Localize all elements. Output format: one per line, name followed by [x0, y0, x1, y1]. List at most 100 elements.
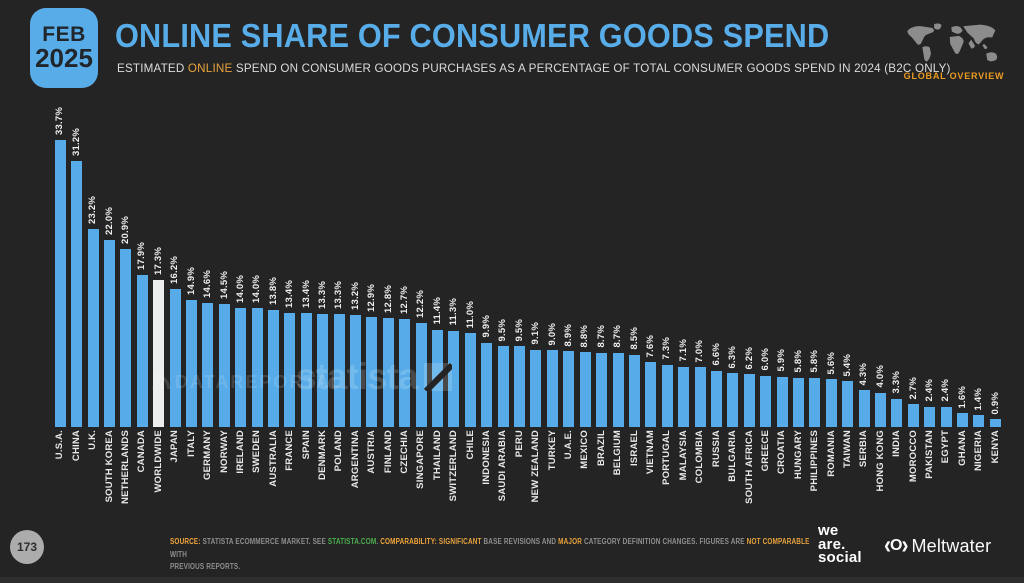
bar-column-south-korea: 22.0% — [101, 101, 117, 427]
bar-column-vietnam: 7.6% — [643, 101, 659, 427]
bar — [415, 323, 427, 427]
bar-category-label: PAKISTAN — [923, 430, 935, 479]
bar-column-worldwide: 17.3% — [150, 101, 166, 427]
bar-column-nigeria: 1.4% — [971, 101, 987, 427]
meltwater-logo-text: Meltwater — [911, 535, 992, 556]
category-column-brazil: BRAZIL — [593, 430, 609, 526]
bar — [661, 364, 673, 427]
bar-value-label: 5.4% — [841, 353, 853, 376]
datareportal-watermark: DATAREPORTAL — [150, 372, 344, 393]
bar-value-label: 1.4% — [973, 387, 985, 411]
bar-value-label: 20.9% — [120, 216, 132, 244]
bar-column-china: 31.2% — [68, 101, 84, 427]
bar-category-label: VIETNAM — [645, 430, 657, 475]
bar-value-label: 9.1% — [530, 322, 542, 345]
bar — [760, 375, 772, 427]
bar-column-hong-kong: 4.0% — [872, 101, 888, 427]
bar — [973, 415, 985, 427]
bar-value-label: 6.0% — [759, 348, 771, 371]
category-column-czechia: CZECHIA — [397, 430, 413, 526]
text-segment: PREVIOUS REPORTS. — [170, 562, 241, 571]
bar — [399, 318, 411, 427]
bar — [169, 289, 181, 427]
statista-logo-icon — [423, 363, 452, 391]
bar-column-u-a-e: 8.9% — [561, 101, 577, 427]
bar-category-label: CHINA — [70, 430, 82, 462]
category-column-thailand: THAILAND — [429, 430, 445, 526]
bar-value-label: 6.3% — [727, 345, 739, 369]
bar — [267, 309, 279, 427]
bar-column-germany: 14.6% — [200, 101, 216, 427]
bar-value-label: 14.0% — [251, 274, 263, 303]
bar-category-label: TAIWAN — [841, 430, 853, 468]
bar — [628, 354, 640, 427]
bar — [792, 377, 804, 427]
bar-value-label: 4.0% — [874, 365, 886, 388]
bar — [645, 362, 657, 427]
category-column-croatia: CROATIA — [774, 430, 790, 526]
category-column-egypt: EGYPT — [938, 430, 954, 526]
bar — [350, 314, 362, 427]
bar — [727, 373, 739, 427]
datareportal-signal-icon — [152, 372, 170, 391]
text-segment: BASE REVISIONS AND — [481, 537, 559, 546]
text-segment: NOT COMPARABLE — [746, 537, 810, 546]
bar-category-label: GERMANY — [202, 430, 214, 480]
bar-column-egypt: 2.4% — [938, 101, 954, 427]
bar-value-label: 7.6% — [645, 334, 657, 358]
bar-value-label: 9.0% — [546, 322, 558, 346]
bar-column-morocco: 2.7% — [905, 101, 921, 427]
category-column-italy: ITALY — [183, 430, 199, 526]
category-column-hong-kong: HONG KONG — [872, 430, 888, 526]
bar-column-chile: 11.0% — [462, 101, 478, 427]
bottom-divider — [0, 577, 1024, 583]
bar-value-label: 6.2% — [743, 346, 755, 370]
bar-category-label: CROATIA — [776, 430, 788, 474]
bar-category-label: MALAYSIA — [677, 430, 689, 481]
bar-value-label: 14.6% — [202, 269, 214, 298]
text-segment: STATISTA ECOMMERCE MARKET. SEE — [202, 537, 328, 546]
category-column-japan: JAPAN — [167, 430, 183, 526]
bar — [71, 161, 83, 427]
bar-category-label: BRAZIL — [595, 430, 607, 467]
bar-column-india: 3.3% — [889, 101, 905, 427]
bar-category-label: NORWAY — [218, 430, 230, 473]
bar — [481, 342, 493, 427]
source-note: SOURCE: STATISTA ECOMMERCE MARKET. SEE S… — [170, 536, 810, 574]
bar-category-label: GHANA — [956, 430, 968, 466]
category-column-u-s-a: U.S.A. — [52, 430, 68, 526]
bar-column-brazil: 8.7% — [593, 101, 609, 427]
bar — [202, 302, 214, 427]
bar-column-greece: 6.0% — [757, 101, 773, 427]
category-column-kenya: KENYA — [987, 430, 1003, 526]
badge-month: FEB — [42, 23, 86, 47]
bar-category-label: HONG KONG — [874, 430, 886, 492]
bar-value-label: 13.4% — [284, 279, 296, 308]
category-column-finland: FINLAND — [380, 430, 396, 526]
category-column-singapore: SINGAPORE — [413, 430, 429, 526]
bar-category-label: SOUTH KOREA — [103, 430, 115, 503]
bar-value-label: 17.9% — [136, 241, 148, 270]
datareportal-watermark-text: DATAREPORTAL — [175, 372, 344, 392]
bar-category-label: RUSSIA — [710, 430, 722, 468]
bar-value-label: 7.0% — [694, 339, 706, 363]
text-segment: MAJOR — [558, 537, 583, 546]
bar-column-finland: 12.8% — [380, 101, 396, 427]
bar-column-spain: 13.4% — [298, 101, 314, 427]
bar-category-label: AUSTRALIA — [267, 430, 279, 487]
category-column-saudi-arabia: SAUDI ARABIA — [495, 430, 511, 526]
bar-column-pakistan: 2.4% — [922, 101, 938, 427]
category-column-nigeria: NIGERIA — [971, 430, 987, 526]
bar — [546, 350, 558, 427]
bar-column-hungary: 5.8% — [790, 101, 806, 427]
bar-value-label: 23.2% — [87, 196, 99, 225]
category-column-philippines: PHILIPPINES — [807, 430, 823, 526]
we-are-social-logo-line: are. — [818, 535, 846, 553]
statista-watermark-text: statista — [296, 356, 419, 397]
bar — [694, 367, 706, 427]
we-are-social-logo-line: we — [818, 522, 839, 539]
bar — [858, 390, 870, 427]
bar-column-israel: 8.5% — [626, 101, 642, 427]
date-badge: FEB 2025 — [30, 8, 98, 88]
